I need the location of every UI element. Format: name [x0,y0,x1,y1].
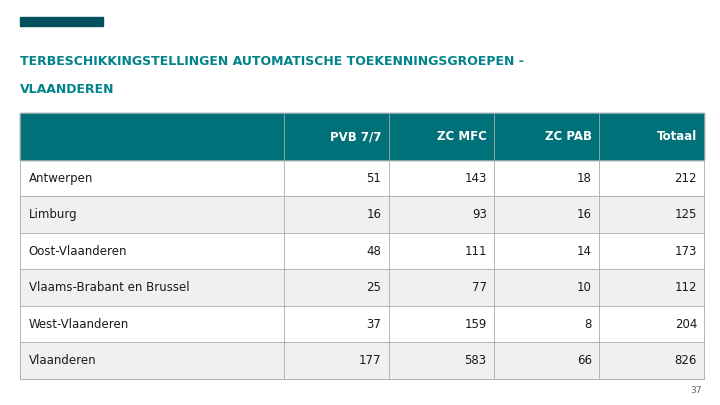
Text: West-Vlaanderen: West-Vlaanderen [29,318,129,330]
Text: PVB 7/7: PVB 7/7 [330,130,382,143]
Text: Vlaanderen: Vlaanderen [29,354,96,367]
Text: 173: 173 [675,245,697,258]
Text: 16: 16 [366,208,382,221]
Text: 16: 16 [577,208,592,221]
Text: 37: 37 [366,318,382,330]
Text: 8: 8 [585,318,592,330]
Text: ZC MFC: ZC MFC [437,130,487,143]
Text: 112: 112 [675,281,697,294]
Text: 37: 37 [690,386,702,395]
Text: ZC PAB: ZC PAB [545,130,592,143]
Text: 93: 93 [472,208,487,221]
Text: 48: 48 [366,245,382,258]
Text: 177: 177 [359,354,382,367]
Text: 77: 77 [472,281,487,294]
Text: Totaal: Totaal [657,130,697,143]
Text: TERBESCHIKKINGSTELLINGEN AUTOMATISCHE TOEKENNINGSGROEPEN -: TERBESCHIKKINGSTELLINGEN AUTOMATISCHE TO… [20,55,524,68]
Text: Oost-Vlaanderen: Oost-Vlaanderen [29,245,127,258]
Text: 10: 10 [577,281,592,294]
Text: 25: 25 [366,281,382,294]
Text: 159: 159 [464,318,487,330]
Text: 583: 583 [464,354,487,367]
Text: 111: 111 [464,245,487,258]
Text: 18: 18 [577,172,592,185]
Text: 143: 143 [464,172,487,185]
Text: Antwerpen: Antwerpen [29,172,93,185]
Text: 66: 66 [577,354,592,367]
Text: 14: 14 [577,245,592,258]
Text: Limburg: Limburg [29,208,78,221]
Text: 204: 204 [675,318,697,330]
Text: 51: 51 [366,172,382,185]
Text: 826: 826 [675,354,697,367]
Text: 212: 212 [675,172,697,185]
Text: VLAANDEREN: VLAANDEREN [20,83,114,96]
Text: 125: 125 [675,208,697,221]
Text: Vlaams-Brabant en Brussel: Vlaams-Brabant en Brussel [29,281,189,294]
